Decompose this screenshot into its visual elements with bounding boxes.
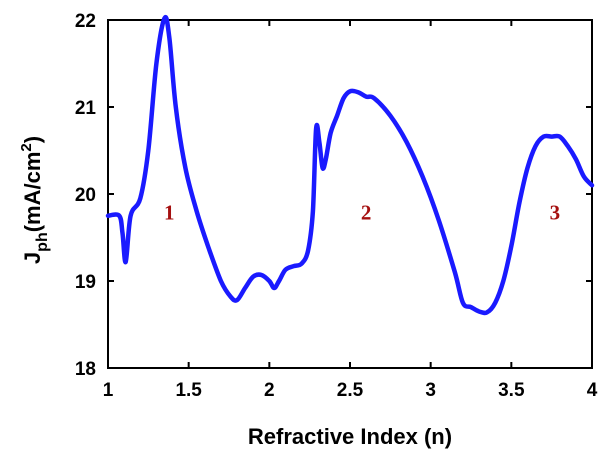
y-axis-title-main: J bbox=[20, 252, 45, 264]
y-axis-title-sup: 2 bbox=[18, 143, 35, 151]
x-tick-label: 3 bbox=[425, 380, 436, 401]
y-axis-title-close: ) bbox=[20, 136, 45, 143]
y-axis-title: Jph(mA/cm2) bbox=[18, 136, 51, 264]
svg-text:Jph(mA/cm2): Jph(mA/cm2) bbox=[18, 136, 51, 264]
x-tick-label: 2 bbox=[264, 380, 275, 401]
y-tick-label: 19 bbox=[75, 272, 96, 293]
y-tick-label: 20 bbox=[75, 185, 96, 206]
x-tick-label: 4 bbox=[587, 380, 598, 401]
data-series-line bbox=[105, 15, 595, 316]
y-tick-label: 21 bbox=[75, 98, 97, 119]
y-axis-title-sub: ph bbox=[34, 232, 51, 252]
y-axis-title-unit: (mA/cm bbox=[20, 152, 45, 233]
x-tick-label: 3.5 bbox=[498, 380, 525, 401]
x-tick-label: 2.5 bbox=[337, 380, 364, 401]
x-tick-label: 1 bbox=[103, 380, 114, 401]
y-tick-label: 18 bbox=[75, 359, 96, 380]
y-tick-label: 22 bbox=[75, 11, 96, 32]
peak-label-1: 1 bbox=[164, 200, 175, 224]
plot-area: 1 1.5 2 2.5 3 3.5 4 18 19 20 21 22 1 2 3 bbox=[75, 11, 598, 401]
x-tick-label: 1.5 bbox=[175, 380, 202, 401]
peak-label-2: 2 bbox=[361, 200, 372, 224]
x-axis-title: Refractive Index (n) bbox=[248, 424, 452, 449]
peak-label-3: 3 bbox=[550, 200, 561, 224]
